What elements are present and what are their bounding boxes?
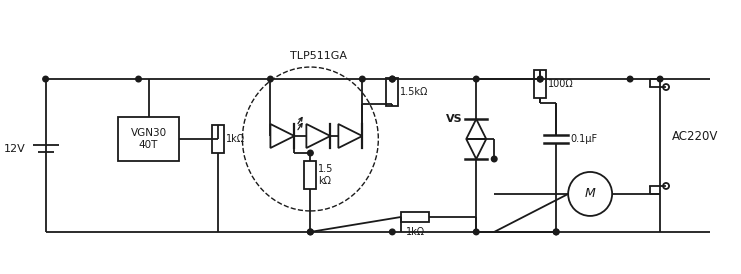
Text: AC220V: AC220V <box>672 130 719 143</box>
Bar <box>305 161 316 189</box>
Circle shape <box>308 150 313 156</box>
Circle shape <box>628 76 633 82</box>
Text: 12V: 12V <box>4 144 26 155</box>
Circle shape <box>43 76 48 82</box>
Circle shape <box>554 229 559 235</box>
Bar <box>386 78 399 105</box>
Text: 0.1μF: 0.1μF <box>570 134 597 144</box>
Text: 1kΩ: 1kΩ <box>406 227 425 237</box>
Circle shape <box>473 76 479 82</box>
Bar <box>213 125 225 153</box>
Bar <box>402 212 429 222</box>
Bar <box>118 117 179 161</box>
Circle shape <box>491 156 497 162</box>
Circle shape <box>537 76 543 82</box>
Circle shape <box>390 229 395 235</box>
Circle shape <box>554 229 559 235</box>
Text: 1.5
kΩ: 1.5 kΩ <box>319 164 333 186</box>
Circle shape <box>308 229 313 235</box>
Text: 1kΩ: 1kΩ <box>227 134 245 144</box>
Text: M: M <box>585 187 596 201</box>
Circle shape <box>473 229 479 235</box>
Text: VGN30
40T: VGN30 40T <box>130 128 167 150</box>
Circle shape <box>359 76 365 82</box>
Text: 100Ω: 100Ω <box>548 79 574 89</box>
Circle shape <box>537 76 543 82</box>
Text: 1.5kΩ: 1.5kΩ <box>400 87 429 96</box>
Circle shape <box>308 229 313 235</box>
Circle shape <box>657 76 663 82</box>
Text: VS: VS <box>445 114 462 124</box>
Circle shape <box>390 76 395 82</box>
Circle shape <box>136 76 142 82</box>
Circle shape <box>268 76 273 82</box>
Bar <box>534 70 546 98</box>
Circle shape <box>390 76 395 82</box>
Text: TLP511GA: TLP511GA <box>290 51 348 61</box>
